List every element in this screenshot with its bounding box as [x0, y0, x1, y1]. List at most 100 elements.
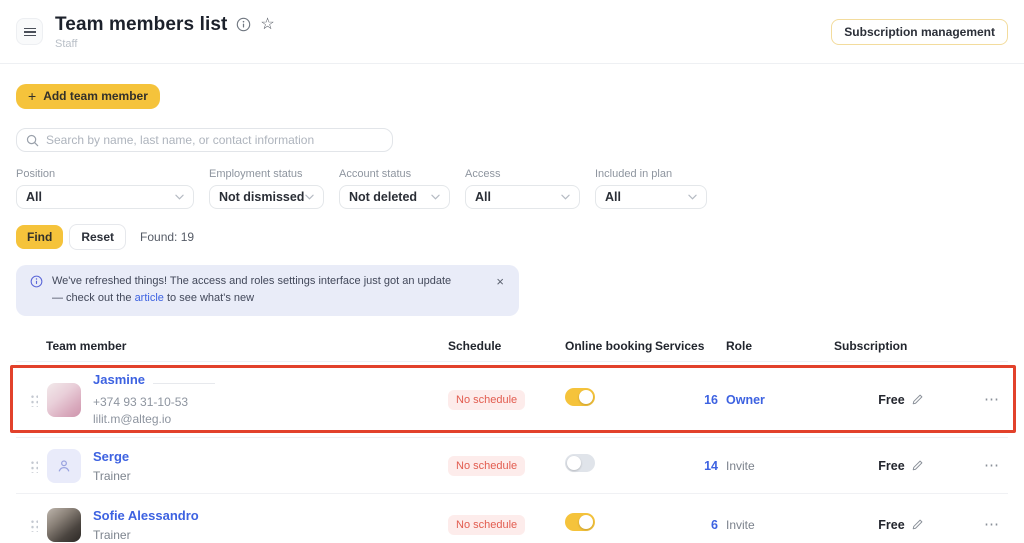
actions-cell: ⋯ [976, 517, 1008, 532]
drag-handle[interactable] [30, 392, 38, 407]
more-options-icon[interactable]: ⋯ [984, 457, 1000, 475]
access-select-value: All [475, 190, 491, 204]
banner-info-icon [30, 275, 43, 307]
edit-pencil-icon[interactable] [911, 459, 924, 472]
services-count-link[interactable]: 14 [704, 458, 718, 473]
subscription-management-button[interactable]: Subscription management [831, 18, 1008, 45]
search-icon [26, 134, 39, 147]
edit-pencil-icon[interactable] [911, 393, 924, 406]
member-name-link[interactable]: Sofie Alessandro [93, 508, 199, 524]
subscription-cell: Free [826, 459, 976, 473]
schedule-cell: No schedule [448, 389, 565, 410]
chevron-down-icon [688, 194, 697, 200]
search-input[interactable] [46, 133, 383, 147]
subscription-cell: Free [826, 518, 976, 532]
drag-handle[interactable] [30, 517, 38, 532]
table-row: Sofie Alessandro Trainer No schedule 6 I… [16, 494, 1008, 543]
find-button[interactable]: Find [16, 225, 64, 249]
avatar[interactable] [47, 507, 81, 542]
add-team-member-button[interactable]: + Add team member [16, 84, 160, 109]
member-email: lilit.m@alteg.io [93, 411, 172, 426]
role-cell: Owner [718, 391, 826, 409]
more-options-icon[interactable]: ⋯ [984, 391, 1000, 409]
column-header-services: Services [655, 339, 705, 354]
column-header-subscription: Subscription [834, 339, 908, 354]
hamburger-menu-button[interactable] [16, 18, 43, 45]
app-header: Team members list ☆ Staff Subscription m… [0, 0, 1024, 64]
member-name-link[interactable]: Serge [93, 449, 130, 465]
position-select-value: All [26, 190, 42, 204]
role-status: Invite [726, 458, 755, 473]
hamburger-icon [23, 27, 36, 36]
table-row: Serge Trainer No schedule 14 Invite Free [16, 438, 1008, 495]
page-title: Team members list [55, 13, 228, 35]
chevron-down-icon [561, 194, 570, 200]
filters-row: Position All Employment status Not dismi… [16, 168, 1008, 209]
team-member-cell: Serge Trainer [16, 448, 448, 483]
account-status-select[interactable]: Not deleted [339, 185, 450, 209]
filter-label: Employment status [209, 168, 303, 180]
included-in-plan-select[interactable]: All [595, 185, 707, 209]
column-header-role: Role [726, 339, 753, 354]
column-header-team-member: Team member [46, 339, 127, 354]
online-booking-toggle[interactable] [565, 388, 595, 407]
role-link[interactable]: Owner [726, 392, 765, 407]
member-name-link[interactable]: Jasmine [93, 371, 146, 387]
online-booking-cell [565, 388, 655, 411]
favorite-star-icon[interactable]: ☆ [260, 15, 275, 33]
filter-employment-status: Employment status Not dismissed [209, 168, 324, 209]
online-booking-toggle[interactable] [565, 513, 595, 532]
banner-close-icon[interactable]: × [493, 273, 507, 290]
toggle-knob [567, 456, 581, 471]
table-header-row: Team member Schedule Online booking Serv… [16, 339, 1008, 363]
banner-text: We've refreshed things! The access and r… [52, 273, 464, 307]
position-select[interactable]: All [16, 185, 194, 209]
column-header-online-booking: Online booking [565, 339, 653, 354]
filter-account-status: Account status Not deleted [339, 168, 450, 209]
no-schedule-badge: No schedule [448, 455, 526, 476]
filter-label: Included in plan [595, 168, 673, 180]
online-booking-toggle[interactable] [565, 454, 595, 473]
access-select[interactable]: All [465, 185, 580, 209]
filter-actions-row: Find Reset Found: 19 [16, 224, 1008, 250]
drag-handle[interactable] [30, 458, 38, 473]
no-schedule-badge: No schedule [448, 514, 526, 535]
filter-position: Position All [16, 168, 194, 209]
services-count-link[interactable]: 6 [711, 517, 718, 532]
info-icon[interactable] [236, 17, 251, 32]
more-options-icon[interactable]: ⋯ [984, 516, 1000, 534]
edit-pencil-icon[interactable] [911, 518, 924, 531]
member-position: Trainer [93, 528, 131, 543]
online-booking-cell [565, 513, 655, 536]
filter-label: Position [16, 168, 56, 180]
team-member-cell: Sofie Alessandro Trainer [16, 507, 448, 542]
subscription-value: Free [878, 458, 905, 473]
filter-label: Account status [339, 168, 412, 180]
employment-status-select[interactable]: Not dismissed [209, 185, 324, 209]
position-underline [153, 382, 216, 384]
chevron-down-icon [175, 194, 184, 200]
actions-cell: ⋯ [976, 392, 1008, 407]
found-count: Found: 19 [140, 230, 195, 244]
employment-status-select-value: Not dismissed [219, 190, 305, 204]
schedule-cell: No schedule [448, 514, 565, 535]
services-count-link[interactable]: 16 [704, 392, 718, 407]
role-cell: Invite [718, 457, 826, 475]
no-schedule-badge: No schedule [448, 389, 526, 410]
actions-cell: ⋯ [976, 458, 1008, 473]
account-status-select-value: Not deleted [349, 190, 418, 204]
member-position: Trainer [93, 469, 131, 484]
column-header-schedule: Schedule [448, 339, 502, 354]
avatar[interactable] [47, 448, 81, 483]
role-cell: Invite [718, 516, 826, 534]
banner-article-link[interactable]: article [134, 292, 164, 305]
filter-included-in-plan: Included in plan All [595, 168, 707, 209]
included-in-plan-select-value: All [605, 190, 621, 204]
search-box [16, 128, 393, 152]
filter-access: Access All [465, 168, 580, 209]
reset-button[interactable]: Reset [69, 224, 127, 250]
avatar[interactable] [47, 382, 81, 417]
chevron-down-icon [431, 194, 440, 200]
online-booking-cell [565, 454, 655, 477]
services-cell: 16 [655, 391, 718, 409]
